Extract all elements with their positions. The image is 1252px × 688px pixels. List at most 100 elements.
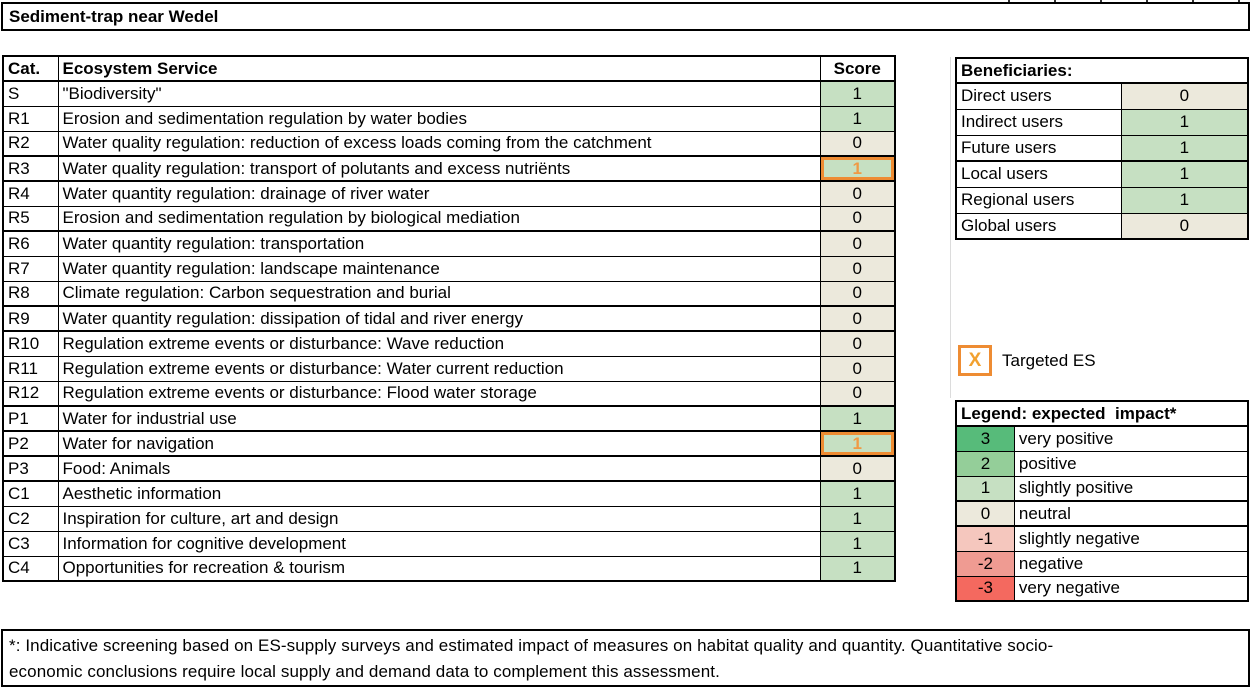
footnote: *: Indicative screening based on ES-supp… (1, 629, 1250, 687)
service-cell-r5: Erosion and sedimentation regulation by … (57, 205, 821, 232)
score-cell-c2[interactable]: 1 (819, 505, 896, 532)
legend-label-cell-0: neutral (1013, 500, 1249, 527)
page-title: Sediment-trap near Wedel (9, 6, 219, 26)
service-cell-r8: Climate regulation: Carbon sequestration… (57, 280, 821, 307)
score-cell-p2[interactable]: 1 (819, 430, 896, 457)
targeted-es-label: Targeted ES (1002, 351, 1096, 370)
cat-cell-r3: R3 (2, 155, 59, 182)
cat-cell-p1: P1 (2, 405, 59, 432)
service-cell-r1: Erosion and sedimentation regulation by … (57, 105, 821, 132)
cat-cell-c2: C2 (2, 505, 59, 532)
legend-row-0: 0 neutral (955, 500, 1249, 527)
beneficiary-row-regional-users: Regional users 1 (955, 186, 1249, 214)
targeted-es-marker-box[interactable]: X (958, 345, 992, 376)
service-cell-r9: Water quantity regulation: dissipation o… (57, 305, 821, 332)
es-row-r5: R5 Erosion and sedimentation regulation b… (2, 205, 896, 232)
legend-value-cell-1: 1 (955, 475, 1015, 502)
cat-cell-r5: R5 (2, 205, 59, 232)
beneficiary-value-future-users[interactable]: 1 (1120, 134, 1249, 162)
legend-label-cell--2: negative (1013, 550, 1249, 577)
score-cell-r12[interactable]: 0 (819, 380, 896, 407)
score-cell-r1[interactable]: 1 (819, 105, 896, 132)
legend-label-cell--3: very negative (1013, 575, 1249, 602)
service-cell-r10: Regulation extreme events or disturbance… (57, 330, 821, 357)
legend-label-cell-1: slightly positive (1013, 475, 1249, 502)
es-row-p3: P3 Food: Animals 0 (2, 455, 896, 482)
cat-cell-r6: R6 (2, 230, 59, 257)
header-cat: Cat. (2, 55, 59, 82)
service-cell-r4: Water quantity regulation: drainage of r… (57, 180, 821, 207)
score-cell-r8[interactable]: 0 (819, 280, 896, 307)
beneficiary-row-global-users: Global users 0 (955, 212, 1249, 240)
beneficiary-row-direct-users: Direct users 0 (955, 82, 1249, 110)
cat-cell-r4: R4 (2, 180, 59, 207)
beneficiary-row-local-users: Local users 1 (955, 160, 1249, 188)
cat-cell-s: S (2, 80, 59, 107)
footnote-line-2: economic conclusions require local suppl… (9, 662, 720, 681)
es-row-c2: C2 Inspiration for culture, art and desig… (2, 505, 896, 532)
service-cell-r12: Regulation extreme events or disturbance… (57, 380, 821, 407)
score-cell-r6[interactable]: 0 (819, 230, 896, 257)
beneficiary-value-direct-users[interactable]: 0 (1120, 82, 1249, 110)
legend-row--1: -1 slightly negative (955, 525, 1249, 552)
legend-label-cell-3: very positive (1013, 425, 1249, 452)
beneficiary-label-global-users: Global users (955, 212, 1122, 240)
service-cell-c2: Inspiration for culture, art and design (57, 505, 821, 532)
es-row-s: S "Biodiversity" 1 (2, 80, 896, 107)
beneficiary-value-global-users[interactable]: 0 (1120, 212, 1249, 240)
service-cell-r2: Water quality regulation: reduction of e… (57, 130, 821, 157)
legend-row-1: 1 slightly positive (955, 475, 1249, 502)
es-row-r11: R11 Regulation extreme events or disturba… (2, 355, 896, 382)
footnote-line-1: *: Indicative screening based on ES-supp… (9, 636, 1054, 655)
header-ecosystem-service: Ecosystem Service (57, 55, 821, 82)
beneficiary-label-local-users: Local users (955, 160, 1122, 188)
cat-cell-r2: R2 (2, 130, 59, 157)
score-cell-c1[interactable]: 1 (819, 480, 896, 507)
score-cell-r11[interactable]: 0 (819, 355, 896, 382)
score-cell-p1[interactable]: 1 (819, 405, 896, 432)
score-cell-r4[interactable]: 0 (819, 180, 896, 207)
legend-value-cell-2: 2 (955, 450, 1015, 477)
cat-cell-p2: P2 (2, 430, 59, 457)
score-cell-p3[interactable]: 0 (819, 455, 896, 482)
score-cell-s[interactable]: 1 (819, 80, 896, 107)
gridline-vertical (950, 57, 951, 398)
score-cell-c3[interactable]: 1 (819, 530, 896, 557)
es-row-p1: P1 Water for industrial use 1 (2, 405, 896, 432)
score-cell-r10[interactable]: 0 (819, 330, 896, 357)
beneficiary-label-regional-users: Regional users (955, 186, 1122, 214)
score-cell-r2[interactable]: 0 (819, 130, 896, 157)
score-cell-r7[interactable]: 0 (819, 255, 896, 282)
header-score: Score (819, 55, 896, 82)
legend-label-cell--1: slightly negative (1013, 525, 1249, 552)
es-row-r4: R4 Water quantity regulation: drainage of… (2, 180, 896, 207)
legend-value-cell--3: -3 (955, 575, 1015, 602)
legend-label-cell-2: positive (1013, 450, 1249, 477)
es-row-p2: P2 Water for navigation 1 (2, 430, 896, 457)
beneficiary-value-local-users[interactable]: 1 (1120, 160, 1249, 188)
beneficiary-value-regional-users[interactable]: 1 (1120, 186, 1249, 214)
es-row-c4: C4 Opportunities for recreation & tourism… (2, 555, 896, 582)
score-cell-c4[interactable]: 1 (819, 555, 896, 582)
legend-row--3: -3 very negative (955, 575, 1249, 602)
legend-value-cell-3: 3 (955, 425, 1015, 452)
cat-cell-r8: R8 (2, 280, 59, 307)
legend-header-row: Legend: expected impact* (955, 400, 1249, 427)
cat-cell-r10: R10 (2, 330, 59, 357)
score-cell-r3[interactable]: 1 (819, 155, 896, 182)
beneficiary-value-indirect-users[interactable]: 1 (1120, 108, 1249, 136)
score-cell-r5[interactable]: 0 (819, 205, 896, 232)
service-cell-p3: Food: Animals (57, 455, 821, 482)
beneficiary-row-future-users: Future users 1 (955, 134, 1249, 162)
es-header-row: Cat. Ecosystem Service Score (2, 55, 896, 82)
beneficiaries-table: Beneficiaries: Direct users 0 Indirect use… (955, 57, 1249, 240)
es-row-r6: R6 Water quantity regulation: transportat… (2, 230, 896, 257)
ecosystem-services-table: Cat. Ecosystem Service Score S "Biodivers… (2, 55, 896, 582)
cat-cell-c1: C1 (2, 480, 59, 507)
score-cell-r9[interactable]: 0 (819, 305, 896, 332)
service-cell-p2: Water for navigation (57, 430, 821, 457)
targeted-es-x-symbol: X (968, 349, 982, 371)
service-cell-c1: Aesthetic information (57, 480, 821, 507)
service-cell-p1: Water for industrial use (57, 405, 821, 432)
cat-cell-r1: R1 (2, 105, 59, 132)
